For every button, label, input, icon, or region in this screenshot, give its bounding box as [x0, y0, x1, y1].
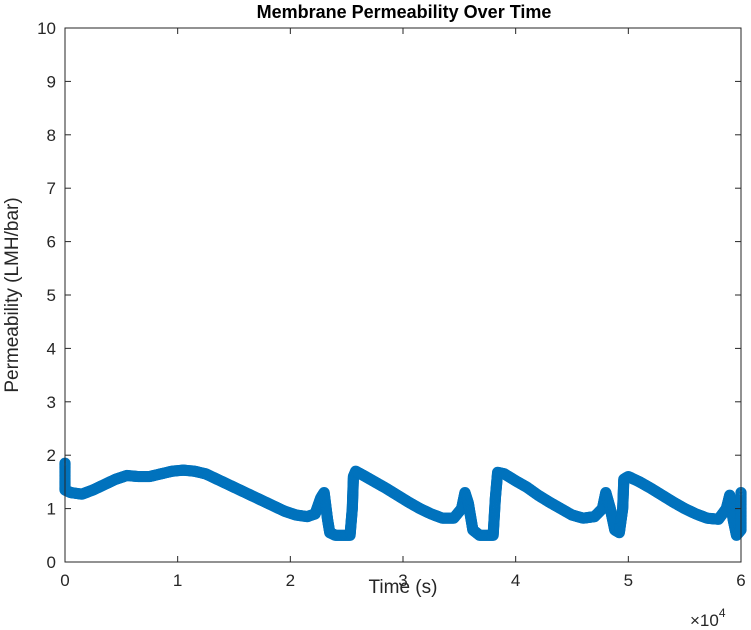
x-axis-exponent: ×104	[690, 606, 726, 630]
x-tick-label: 1	[173, 571, 182, 590]
x-tick-label: 4	[511, 571, 520, 590]
y-tick-label: 10	[37, 19, 56, 38]
y-tick-label: 2	[47, 446, 56, 465]
y-axis-label: Permeability (LMH/bar)	[2, 197, 23, 392]
x-tick-label: 3	[398, 571, 407, 590]
x-axis-exponent-base: ×10	[690, 611, 719, 630]
x-tick-label: 5	[624, 571, 633, 590]
x-axis-exponent-power: 4	[719, 606, 726, 620]
x-tick-label: 0	[60, 571, 69, 590]
y-tick-label: 0	[47, 553, 56, 572]
x-tick-label: 2	[286, 571, 295, 590]
y-tick-label: 5	[47, 286, 56, 305]
y-tick-label: 7	[47, 179, 56, 198]
y-axis-ticks: 0 1 2 3 4 5 6 7 8 9 10	[37, 19, 741, 572]
y-tick-label: 3	[47, 393, 56, 412]
y-tick-label: 8	[47, 126, 56, 145]
chart-title: Membrane Permeability Over Time	[257, 2, 552, 22]
x-axis-ticks: 0 1 2 3 4 5 6	[60, 28, 746, 590]
y-tick-label: 6	[47, 233, 56, 252]
y-tick-label: 1	[47, 500, 56, 519]
x-tick-label: 6	[736, 571, 745, 590]
x-axis-label: Time (s)	[369, 577, 438, 598]
y-tick-label: 4	[47, 339, 56, 358]
y-tick-label: 9	[47, 72, 56, 91]
